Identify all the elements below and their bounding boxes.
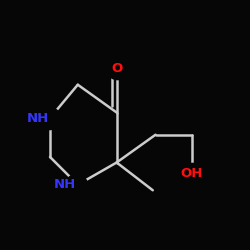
Text: O: O [111,62,122,74]
Text: NH: NH [54,178,76,191]
Text: NH: NH [26,112,48,124]
Text: OH: OH [180,167,203,180]
